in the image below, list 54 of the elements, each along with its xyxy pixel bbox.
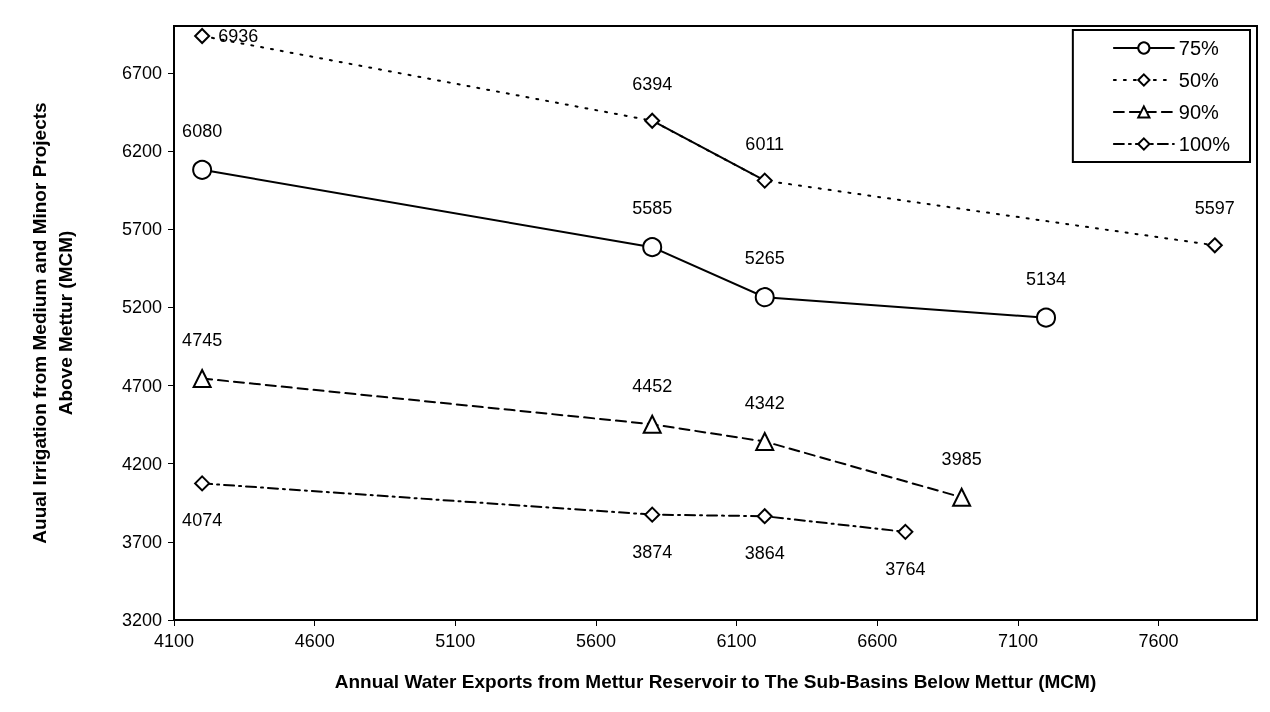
data-label: 5597: [1194, 198, 1235, 219]
x-tick-label: 5600: [575, 631, 616, 651]
x-tick-label: 6100: [716, 631, 757, 651]
x-tick-label: 7100: [997, 631, 1038, 651]
y-axis-title: Auual Irrigation from Medium and Minor Projects Above Mettur (MCM): [28, 102, 76, 544]
y-tick-label: 4700: [121, 375, 162, 396]
point: [192, 368, 212, 388]
data-label: 3864: [744, 543, 785, 564]
legend-label: 50%: [1178, 69, 1220, 91]
x-tick-label: 5100: [435, 631, 476, 651]
point: [756, 508, 773, 525]
data-label: 5585: [632, 198, 673, 219]
point: [755, 431, 775, 451]
data-label: 5134: [1026, 268, 1067, 289]
point: [1036, 307, 1057, 328]
y-tick-label: 6200: [121, 141, 162, 162]
data-label: 4452: [632, 375, 673, 396]
data-label: 3764: [885, 558, 926, 579]
point: [756, 172, 773, 189]
y-tick-label: 4200: [121, 453, 162, 474]
data-label: 6394: [632, 73, 673, 94]
data-label: 6080: [182, 120, 223, 141]
data-label: 4745: [182, 329, 223, 350]
legend-label: 75%: [1178, 37, 1220, 59]
data-label: 4074: [182, 510, 223, 531]
y-tick-label: 3200: [121, 610, 162, 630]
point: [897, 523, 914, 540]
y-tick-label: 3700: [121, 531, 162, 552]
point: [754, 287, 775, 308]
point: [642, 414, 662, 434]
point: [644, 506, 661, 523]
data-label: 3874: [632, 541, 673, 562]
data-label: 6011: [745, 133, 785, 154]
legend-label: 100%: [1178, 133, 1231, 155]
point: [1206, 237, 1223, 254]
legend-label: 90%: [1178, 101, 1220, 123]
x-tick-label: 4600: [294, 631, 335, 651]
point: [194, 28, 211, 44]
point: [194, 475, 211, 492]
x-tick-label: 7600: [1138, 631, 1179, 651]
data-label: 6936: [218, 26, 259, 46]
y-tick-label: 5200: [121, 297, 162, 318]
point: [192, 159, 213, 180]
x-tick-label: 4100: [153, 631, 195, 651]
data-label: 4342: [744, 392, 785, 413]
point: [642, 237, 663, 258]
x-axis-title: Annual Water Exports from Mettur Reservoir to The Sub-Basins Below Mettur (MCM): [334, 671, 1097, 692]
y-tick-label: 6700: [121, 62, 162, 83]
point: [644, 112, 661, 129]
data-label: 5265: [744, 248, 785, 269]
point: [952, 487, 972, 507]
y-tick-label: 5700: [121, 219, 162, 240]
x-tick-label: 6600: [857, 631, 898, 651]
data-label: 3985: [941, 448, 982, 469]
